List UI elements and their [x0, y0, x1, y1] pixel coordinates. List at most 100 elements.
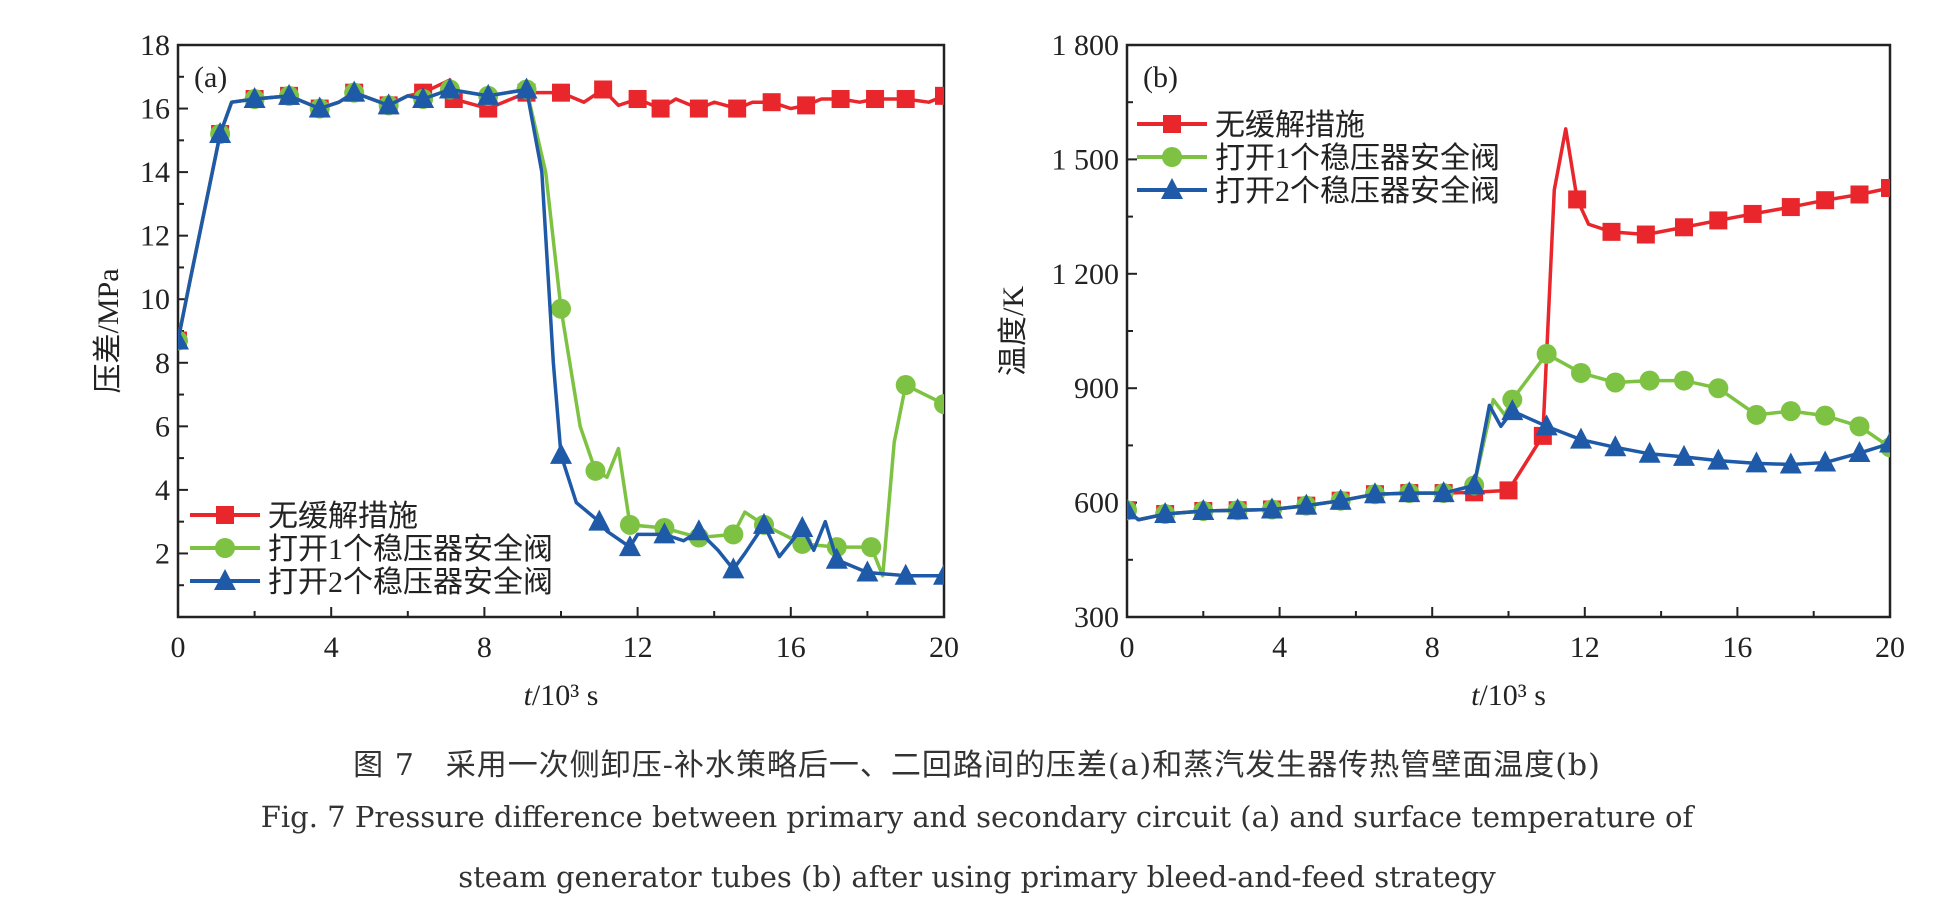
data-point-0	[1709, 211, 1728, 230]
data-point-1	[551, 298, 571, 319]
x-tick-label: 20	[1875, 631, 1905, 664]
data-point-2	[1154, 502, 1177, 524]
x-axis-label-var: t	[524, 679, 533, 712]
x-tick-label: 12	[1570, 631, 1600, 664]
data-point-2	[933, 563, 944, 585]
data-point-2	[1192, 498, 1215, 520]
data-point-0	[762, 93, 781, 112]
y-tick-label: 12	[140, 220, 170, 253]
x-tick-label: 0	[171, 631, 186, 664]
data-point-2	[1363, 482, 1386, 504]
data-point-2	[1226, 498, 1249, 520]
x-tick-label: 12	[623, 631, 653, 664]
data-point-2	[308, 96, 331, 118]
legend-label-0: 无缓解措施	[1215, 109, 1365, 142]
data-point-1	[1570, 362, 1591, 383]
x-tick-label: 8	[477, 631, 492, 664]
data-point-2	[377, 93, 400, 115]
data-point-0	[896, 90, 915, 109]
data-point-2	[1535, 414, 1558, 436]
data-point-2	[550, 442, 572, 464]
data-point-2	[1814, 450, 1837, 472]
data-point-2	[722, 557, 745, 579]
data-point-2	[209, 121, 232, 143]
data-point-2	[1501, 399, 1524, 421]
data-point-0	[1743, 204, 1762, 223]
data-point-0	[1850, 185, 1869, 204]
data-point-1	[1673, 370, 1694, 391]
data-point-0	[594, 80, 613, 99]
data-point-2	[894, 563, 917, 585]
data-point-1	[1815, 405, 1836, 426]
data-point-1	[1708, 378, 1729, 399]
data-point-0	[651, 99, 670, 118]
legend-marker-0	[1163, 115, 1181, 133]
data-point-2	[752, 512, 775, 534]
x-axis-label-unit: /10³ s	[532, 679, 599, 712]
data-point-2	[856, 560, 879, 582]
x-axis-label: t/10³ s	[1471, 679, 1546, 712]
data-point-0	[1499, 481, 1518, 500]
x-axis-label: t/10³ s	[524, 679, 599, 712]
data-point-0	[728, 99, 747, 118]
data-point-2	[791, 516, 814, 538]
data-point-0	[866, 90, 885, 109]
x-tick-label: 4	[324, 631, 339, 664]
data-point-0	[1568, 190, 1587, 209]
data-point-1	[723, 524, 744, 545]
y-tick-label: 18	[140, 29, 170, 62]
data-point-1	[1780, 401, 1801, 422]
data-point-2	[588, 509, 611, 531]
data-point-0	[1816, 191, 1835, 210]
x-tick-label: 0	[1120, 631, 1135, 664]
x-tick-label: 16	[776, 631, 806, 664]
series-2	[178, 77, 944, 585]
y-tick-label: 8	[155, 347, 170, 380]
data-point-2	[515, 77, 538, 99]
y-axis-label: 压差/MPa	[92, 268, 125, 393]
y-tick-label: 14	[140, 156, 170, 189]
y-tick-label: 16	[140, 93, 170, 126]
y-tick-label: 900	[1074, 372, 1119, 405]
data-point-2	[618, 535, 641, 557]
y-tick-label: 2	[155, 537, 170, 570]
data-point-2	[825, 547, 848, 569]
data-point-2	[343, 80, 366, 102]
y-tick-label: 600	[1074, 487, 1119, 520]
data-point-0	[831, 90, 850, 109]
y-tick-label: 1 200	[1052, 258, 1120, 291]
data-point-2	[1879, 431, 1890, 453]
data-point-1	[585, 460, 606, 481]
data-point-1	[934, 394, 944, 415]
data-point-0	[1602, 222, 1621, 241]
data-point-1	[895, 375, 916, 396]
series-2	[1127, 399, 1890, 524]
x-tick-label: 20	[929, 631, 959, 664]
data-point-2	[653, 522, 676, 544]
legend-marker-2	[214, 569, 236, 590]
data-point-2	[1398, 481, 1421, 503]
x-tick-label: 16	[1722, 631, 1752, 664]
data-point-1	[1536, 343, 1557, 364]
figure-caption-chinese: 图 7 采用一次侧卸压-补水策略后一、二回路间的压差(a)和蒸汽发生器传热管壁面…	[353, 748, 1601, 783]
data-point-2	[1848, 441, 1871, 463]
data-point-0	[1636, 225, 1655, 244]
x-tick-label: 4	[1272, 631, 1287, 664]
y-tick-label: 6	[155, 410, 170, 443]
data-point-2	[1638, 441, 1661, 463]
legend-label-1: 打开1个稳压器安全阀	[1215, 142, 1500, 175]
data-point-2	[1707, 448, 1730, 470]
y-tick-label: 1 800	[1052, 29, 1120, 62]
figure-caption-english-line2: steam generator tubes (b) after using pr…	[458, 860, 1496, 894]
data-point-2	[1672, 444, 1695, 466]
data-point-0	[797, 96, 816, 115]
data-point-2	[1432, 481, 1455, 503]
data-point-2	[438, 77, 461, 99]
data-point-0	[689, 99, 708, 118]
legend-marker-1	[1162, 147, 1182, 167]
legend-label-2: 打开2个稳压器安全阀	[1215, 175, 1500, 208]
data-point-2	[1329, 488, 1352, 510]
x-tick-label: 8	[1425, 631, 1440, 664]
data-point-0	[1881, 179, 1890, 197]
